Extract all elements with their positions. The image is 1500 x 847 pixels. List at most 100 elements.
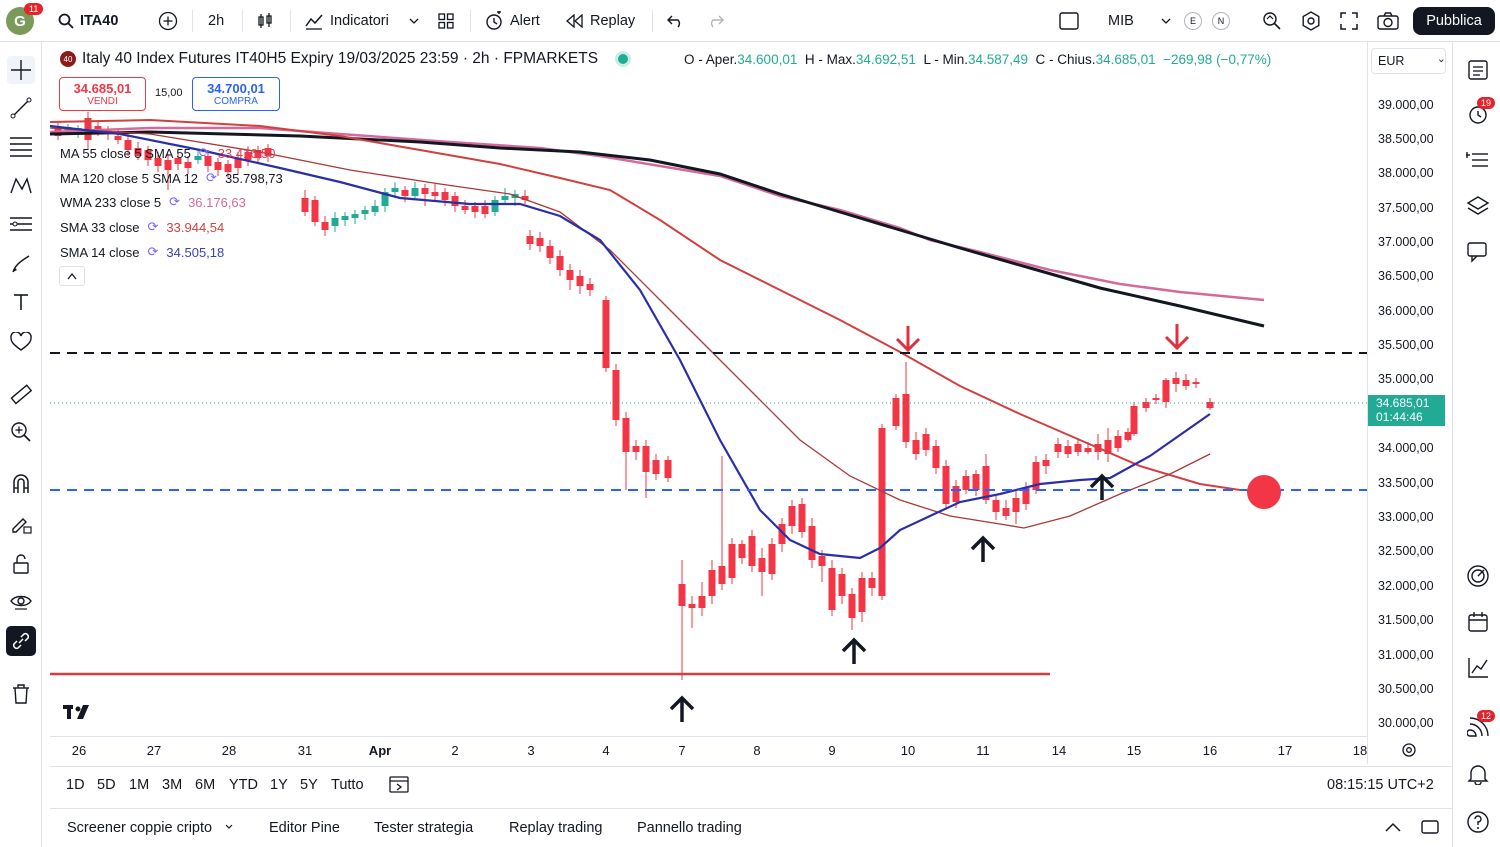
axis-settings-button[interactable] xyxy=(1401,742,1417,763)
indicator-legend-ma120[interactable]: MA 120 close 5 SMA 12 ⟳ 35.798,73 xyxy=(60,170,283,186)
indicator-legend-sma33[interactable]: SMA 33 close ⟳ 33.944,54 xyxy=(60,219,225,235)
wma-233-line[interactable] xyxy=(49,126,1265,302)
sma-14-line[interactable] xyxy=(49,124,1211,560)
zoom-tool[interactable] xyxy=(7,418,35,446)
range-3m[interactable]: 3M xyxy=(162,777,183,793)
alert-button[interactable]: Alert xyxy=(484,0,540,42)
symbol-search-button[interactable]: ITA40 xyxy=(58,0,118,42)
compare-button[interactable] xyxy=(158,0,178,42)
technicals-button[interactable] xyxy=(1464,654,1492,682)
brush-tool[interactable] xyxy=(7,250,35,278)
symbol-title: Italy 40 Index Futures IT40H5 Expiry 19/… xyxy=(82,50,599,67)
candle xyxy=(688,596,696,628)
chat-button[interactable] xyxy=(1464,238,1492,266)
indicator-legend-sma14[interactable]: SMA 14 close ⟳ 34.505,18 xyxy=(60,244,225,260)
stay-drawing-tool[interactable] xyxy=(7,510,35,538)
arrow-up-marker[interactable] xyxy=(1089,473,1115,500)
candle xyxy=(194,150,202,164)
arrow-up-marker[interactable] xyxy=(841,637,867,664)
help-button[interactable] xyxy=(1464,808,1492,836)
red-dot-marker[interactable] xyxy=(1247,475,1281,509)
snapshot-button[interactable] xyxy=(1377,0,1399,42)
tab-strategy-tester[interactable]: Tester strategia xyxy=(374,820,474,836)
hide-drawings-tool[interactable] xyxy=(7,588,35,616)
trend-line-tool[interactable] xyxy=(7,94,35,122)
crosshair-tool[interactable] xyxy=(7,56,35,84)
interval-button[interactable]: 2h xyxy=(208,13,225,29)
streams-button[interactable] xyxy=(1464,714,1492,742)
sync-drawings-tool[interactable] xyxy=(6,626,36,656)
layouts-button[interactable] xyxy=(437,0,455,42)
ma-55-line[interactable] xyxy=(49,118,1241,491)
quick-search-button[interactable] xyxy=(1262,0,1282,42)
collapse-legend-button[interactable] xyxy=(59,266,85,286)
time-axis-label: 9 xyxy=(828,743,836,758)
fib-tool[interactable] xyxy=(7,132,35,160)
sell-button[interactable]: 34.685,01 VENDI xyxy=(59,77,146,111)
candle xyxy=(431,184,439,200)
expand-panel-button[interactable] xyxy=(1384,820,1402,838)
range-6m[interactable]: 6M xyxy=(195,777,216,793)
buy-button[interactable]: 34.700,01 COMPRA xyxy=(192,77,280,111)
arrow-up-marker[interactable] xyxy=(970,535,996,562)
range-1m[interactable]: 1M xyxy=(129,777,150,793)
fullscreen-layout-button[interactable] xyxy=(1059,0,1079,42)
range-5y[interactable]: 5Y xyxy=(300,777,318,793)
arrow-down-marker[interactable] xyxy=(1164,324,1190,351)
undo-button[interactable] xyxy=(667,0,685,42)
candle xyxy=(1074,438,1082,456)
settings-button[interactable] xyxy=(1301,0,1321,42)
tab-crypto-screener[interactable]: Screener coppie cripto xyxy=(67,820,234,836)
arrow-down-marker[interactable] xyxy=(895,326,921,353)
candle xyxy=(818,550,826,582)
publish-button[interactable]: Pubblica xyxy=(1413,7,1495,35)
tab-pine-editor[interactable]: Editor Pine xyxy=(269,820,340,836)
arrow-up-marker[interactable] xyxy=(669,695,695,722)
maximize-panel-button[interactable] xyxy=(1420,818,1440,841)
candle xyxy=(234,152,242,174)
range-all[interactable]: Tutto xyxy=(331,777,364,793)
clock-timezone[interactable]: 08:15:15 UTC+2 xyxy=(1327,777,1434,793)
chart-type-button[interactable] xyxy=(256,0,274,42)
price-axis-label: 32.000,00 xyxy=(1378,579,1434,593)
fullscreen-button[interactable] xyxy=(1340,0,1358,42)
indicators-button[interactable]: Indicatori xyxy=(304,0,389,42)
tab-trading-panel[interactable]: Pannello trading xyxy=(637,820,742,836)
sma-33-line[interactable] xyxy=(49,127,1211,529)
indicators-dropdown[interactable] xyxy=(408,0,420,42)
magnet-tool[interactable] xyxy=(7,470,35,498)
favorites-tool[interactable] xyxy=(7,328,35,356)
object-tree-button[interactable] xyxy=(1464,146,1492,174)
tab-replay-trading[interactable]: Replay trading xyxy=(509,820,603,836)
currency-select[interactable]: EUR xyxy=(1371,48,1446,74)
redo-button[interactable] xyxy=(706,0,724,42)
indicator-legend-wma233[interactable]: WMA 233 close 5 ⟳ 36.176,63 xyxy=(60,194,246,210)
replay-button[interactable]: Replay xyxy=(566,0,635,42)
tradingview-logo[interactable] xyxy=(63,703,95,727)
layout-n-button[interactable]: N xyxy=(1212,0,1230,42)
goto-date-button[interactable] xyxy=(389,774,411,799)
ideas-button[interactable] xyxy=(1464,562,1492,590)
range-5d[interactable]: 5D xyxy=(97,777,116,793)
layers-button[interactable] xyxy=(1464,192,1492,220)
remove-drawings-tool[interactable] xyxy=(7,680,35,708)
range-ytd[interactable]: YTD xyxy=(229,777,258,793)
calendar-button[interactable] xyxy=(1464,608,1492,636)
indicator-legend-ma55[interactable]: MA 55 close 5 SMA 55 ⟳ 33.416,50 xyxy=(60,145,276,161)
text-tool[interactable] xyxy=(7,288,35,316)
forecast-tool[interactable] xyxy=(7,210,35,238)
layout-name-button[interactable]: MIB xyxy=(1108,13,1134,29)
notifications-button[interactable] xyxy=(1464,760,1492,788)
watchlist-button[interactable] xyxy=(1464,56,1492,84)
pattern-tool[interactable] xyxy=(7,172,35,200)
range-1d[interactable]: 1D xyxy=(66,777,85,793)
symbol-legend[interactable]: 40 Italy 40 Index Futures IT40H5 Expiry … xyxy=(60,50,629,68)
range-1y[interactable]: 1Y xyxy=(270,777,288,793)
lock-drawings-tool[interactable] xyxy=(7,550,35,578)
layout-e-button[interactable]: E xyxy=(1184,0,1202,42)
layout-dropdown[interactable] xyxy=(1160,0,1172,42)
candle xyxy=(992,494,1000,520)
time-axis-label: 2 xyxy=(451,743,459,758)
measure-tool[interactable] xyxy=(7,380,35,408)
